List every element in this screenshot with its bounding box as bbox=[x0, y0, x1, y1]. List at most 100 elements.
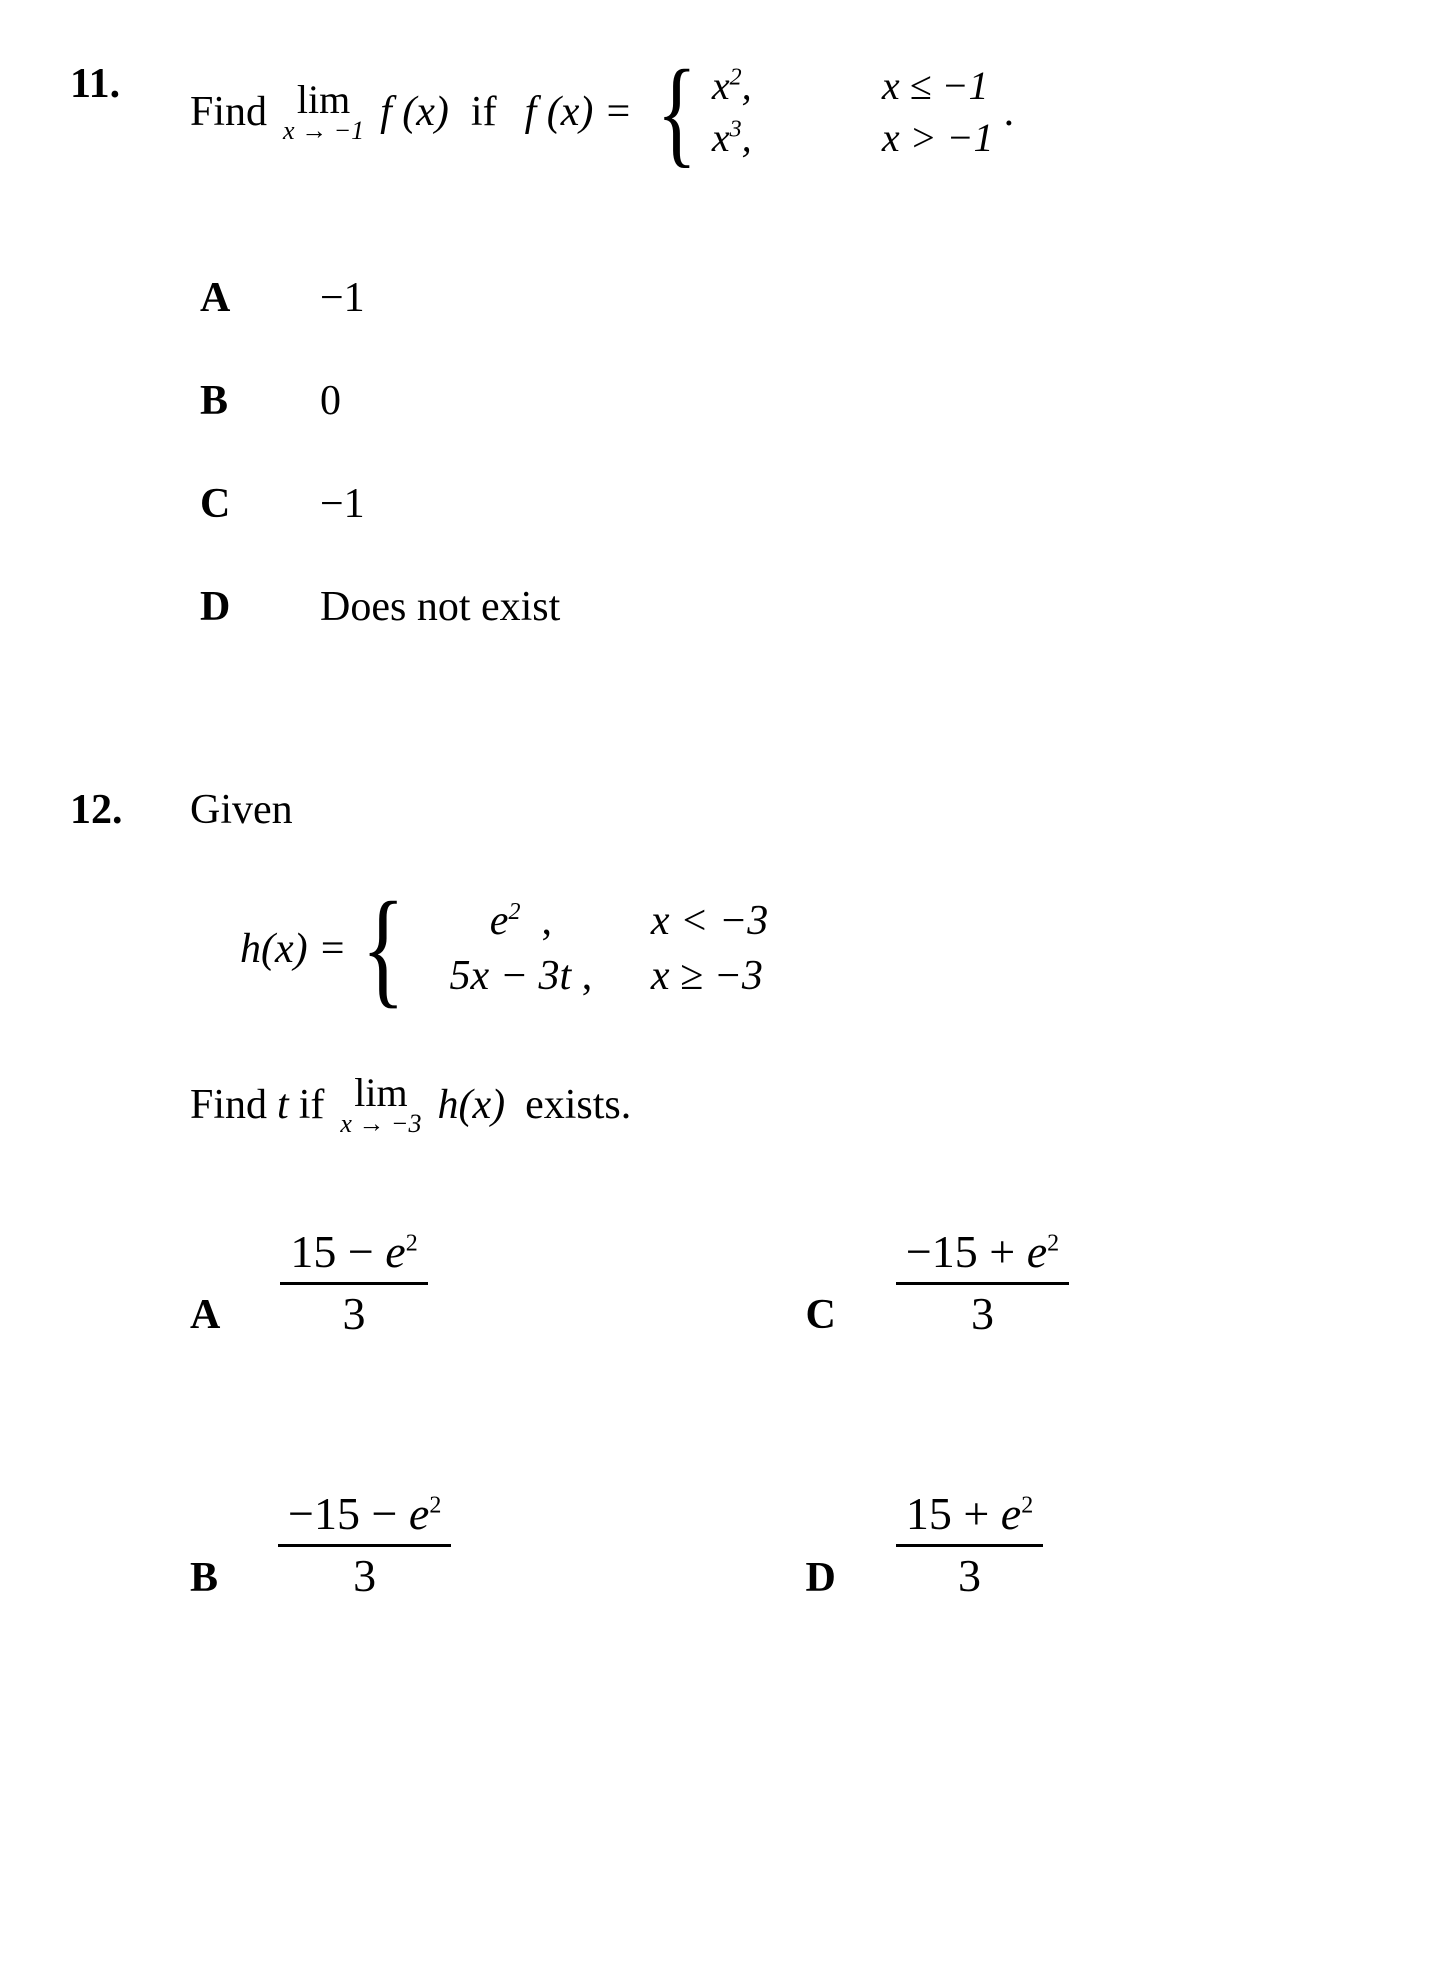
option-fraction: 15 + e2 3 bbox=[896, 1489, 1043, 1601]
q12-given: Given bbox=[190, 786, 1381, 834]
find-var: t bbox=[277, 1081, 289, 1129]
limit-expression: lim x → −1 bbox=[283, 80, 364, 144]
option-value: Does not exist bbox=[320, 583, 560, 631]
num-base: e bbox=[409, 1488, 429, 1539]
num-pre: 15 + bbox=[906, 1488, 1001, 1539]
question-number: 11. bbox=[70, 60, 190, 108]
num-sup: 2 bbox=[1047, 1231, 1059, 1257]
expr-comma: , bbox=[742, 63, 752, 108]
trailing-dot: . bbox=[1004, 88, 1015, 136]
option-label: B bbox=[190, 1554, 218, 1602]
question-body: Find lim x → −1 f (x) if f (x) = { x2, bbox=[190, 60, 1381, 686]
option-b[interactable]: B −15 − e2 3 bbox=[190, 1489, 766, 1601]
limit-fx: f (x) bbox=[380, 88, 449, 136]
expr-plain: 5x − 3t bbox=[450, 953, 572, 999]
fraction-denominator: 3 bbox=[971, 1285, 994, 1340]
option-value: −1 bbox=[320, 274, 365, 322]
expr-comma: , bbox=[742, 115, 752, 160]
prompt-prefix: Find bbox=[190, 88, 267, 136]
option-label: D bbox=[200, 583, 320, 631]
q12-hx-definition: h(x) = { e2 , x < −3 5x − 3t , bbox=[240, 894, 1381, 1003]
piecewise-expr: x3, bbox=[712, 112, 852, 164]
limit-hx: h(x) bbox=[437, 1081, 505, 1129]
piecewise-row: 5x − 3t , x ≥ −3 bbox=[421, 949, 768, 1004]
piecewise-expr: 5x − 3t , bbox=[421, 949, 621, 1004]
num-pre: −15 + bbox=[906, 1226, 1027, 1277]
fraction-denominator: 3 bbox=[353, 1547, 376, 1602]
num-pre: 15 − bbox=[290, 1226, 385, 1277]
fraction-numerator: 15 − e2 bbox=[280, 1227, 427, 1285]
left-brace-icon: { bbox=[362, 894, 406, 1003]
q11-prompt: Find lim x → −1 f (x) if f (x) = { x2, bbox=[190, 60, 1381, 164]
option-label: A bbox=[200, 274, 320, 322]
option-label: D bbox=[806, 1554, 836, 1602]
left-brace-icon: { bbox=[657, 60, 697, 164]
piecewise-cond: x < −3 bbox=[651, 894, 768, 949]
expr-base: x bbox=[712, 63, 730, 108]
expr-sup: 3 bbox=[730, 117, 742, 143]
expr-base: e bbox=[490, 898, 509, 944]
hx-lhs: h(x) = bbox=[240, 925, 346, 973]
num-sup: 2 bbox=[429, 1493, 441, 1519]
limit-top: lim bbox=[297, 80, 350, 120]
question-12: 12. Given h(x) = { e2 , x < −3 bbox=[70, 786, 1381, 1602]
expr-base: x bbox=[712, 115, 730, 160]
fraction-denominator: 3 bbox=[343, 1285, 366, 1340]
piecewise-function: { e2 , x < −3 5x − 3t , x ≥ − bbox=[352, 894, 768, 1003]
limit-top: lim bbox=[354, 1073, 407, 1113]
option-d[interactable]: D Does not exist bbox=[200, 583, 1381, 631]
fraction-numerator: −15 − e2 bbox=[278, 1489, 451, 1547]
piecewise-cond: x ≥ −3 bbox=[651, 949, 763, 1004]
q11-options: A −1 B 0 C −1 D Does not exist bbox=[200, 274, 1381, 631]
option-fraction: 15 − e2 3 bbox=[280, 1227, 427, 1339]
piecewise-lhs: f (x) = bbox=[525, 88, 633, 136]
piecewise-row: e2 , x < −3 bbox=[421, 894, 768, 949]
expr-sup: 2 bbox=[730, 65, 742, 91]
option-fraction: −15 − e2 3 bbox=[278, 1489, 451, 1601]
find-prefix: Find bbox=[190, 1081, 267, 1129]
piecewise-row: x3, x > −1 bbox=[712, 112, 994, 164]
option-label: A bbox=[190, 1291, 220, 1339]
fraction-numerator: 15 + e2 bbox=[896, 1489, 1043, 1547]
limit-sub: x → −1 bbox=[283, 118, 364, 144]
option-value: 0 bbox=[320, 377, 341, 425]
option-fraction: −15 + e2 3 bbox=[896, 1227, 1069, 1339]
option-a[interactable]: A −1 bbox=[200, 274, 1381, 322]
piecewise-function: { x2, x ≤ −1 x3, x > −1 bbox=[648, 60, 993, 164]
option-d[interactable]: D 15 + e2 3 bbox=[806, 1489, 1382, 1601]
option-c[interactable]: C −15 + e2 3 bbox=[806, 1227, 1382, 1339]
limit-sub: x → −3 bbox=[340, 1111, 421, 1137]
num-sup: 2 bbox=[406, 1231, 418, 1257]
piecewise-expr: e2 , bbox=[421, 894, 621, 949]
limit-expression: lim x → −3 bbox=[340, 1073, 421, 1137]
expr-sup: 2 bbox=[508, 899, 520, 925]
find-suffix: exists. bbox=[525, 1081, 631, 1129]
q12-find-line: Find t if lim x → −3 h(x) exists. bbox=[190, 1073, 1381, 1137]
prompt-mid: if bbox=[471, 88, 497, 136]
question-11: 11. Find lim x → −1 f (x) if f (x) = { x… bbox=[70, 60, 1381, 686]
piecewise-cond: x ≤ −1 bbox=[882, 60, 989, 112]
num-base: e bbox=[1001, 1488, 1021, 1539]
piecewise-cases: x2, x ≤ −1 x3, x > −1 bbox=[712, 60, 994, 164]
option-a[interactable]: A 15 − e2 3 bbox=[190, 1227, 766, 1339]
num-base: e bbox=[385, 1226, 405, 1277]
expr-comma: , bbox=[582, 953, 593, 999]
page: 11. Find lim x → −1 f (x) if f (x) = { x… bbox=[0, 0, 1451, 1987]
find-mid: if bbox=[299, 1081, 325, 1129]
option-c[interactable]: C −1 bbox=[200, 480, 1381, 528]
num-pre: −15 − bbox=[288, 1488, 409, 1539]
option-value: −1 bbox=[320, 480, 365, 528]
question-number: 12. bbox=[70, 786, 190, 834]
num-base: e bbox=[1027, 1226, 1047, 1277]
fraction-denominator: 3 bbox=[958, 1547, 981, 1602]
piecewise-row: x2, x ≤ −1 bbox=[712, 60, 994, 112]
q12-options: A 15 − e2 3 C −15 + e2 3 bbox=[190, 1227, 1381, 1601]
option-label: B bbox=[200, 377, 320, 425]
piecewise-cases: e2 , x < −3 5x − 3t , x ≥ −3 bbox=[421, 894, 768, 1003]
option-b[interactable]: B 0 bbox=[200, 377, 1381, 425]
expr-comma: , bbox=[541, 898, 552, 944]
option-label: C bbox=[806, 1291, 836, 1339]
piecewise-cond: x > −1 bbox=[882, 112, 994, 164]
question-body: Given h(x) = { e2 , x < −3 bbox=[190, 786, 1381, 1602]
option-label: C bbox=[200, 480, 320, 528]
